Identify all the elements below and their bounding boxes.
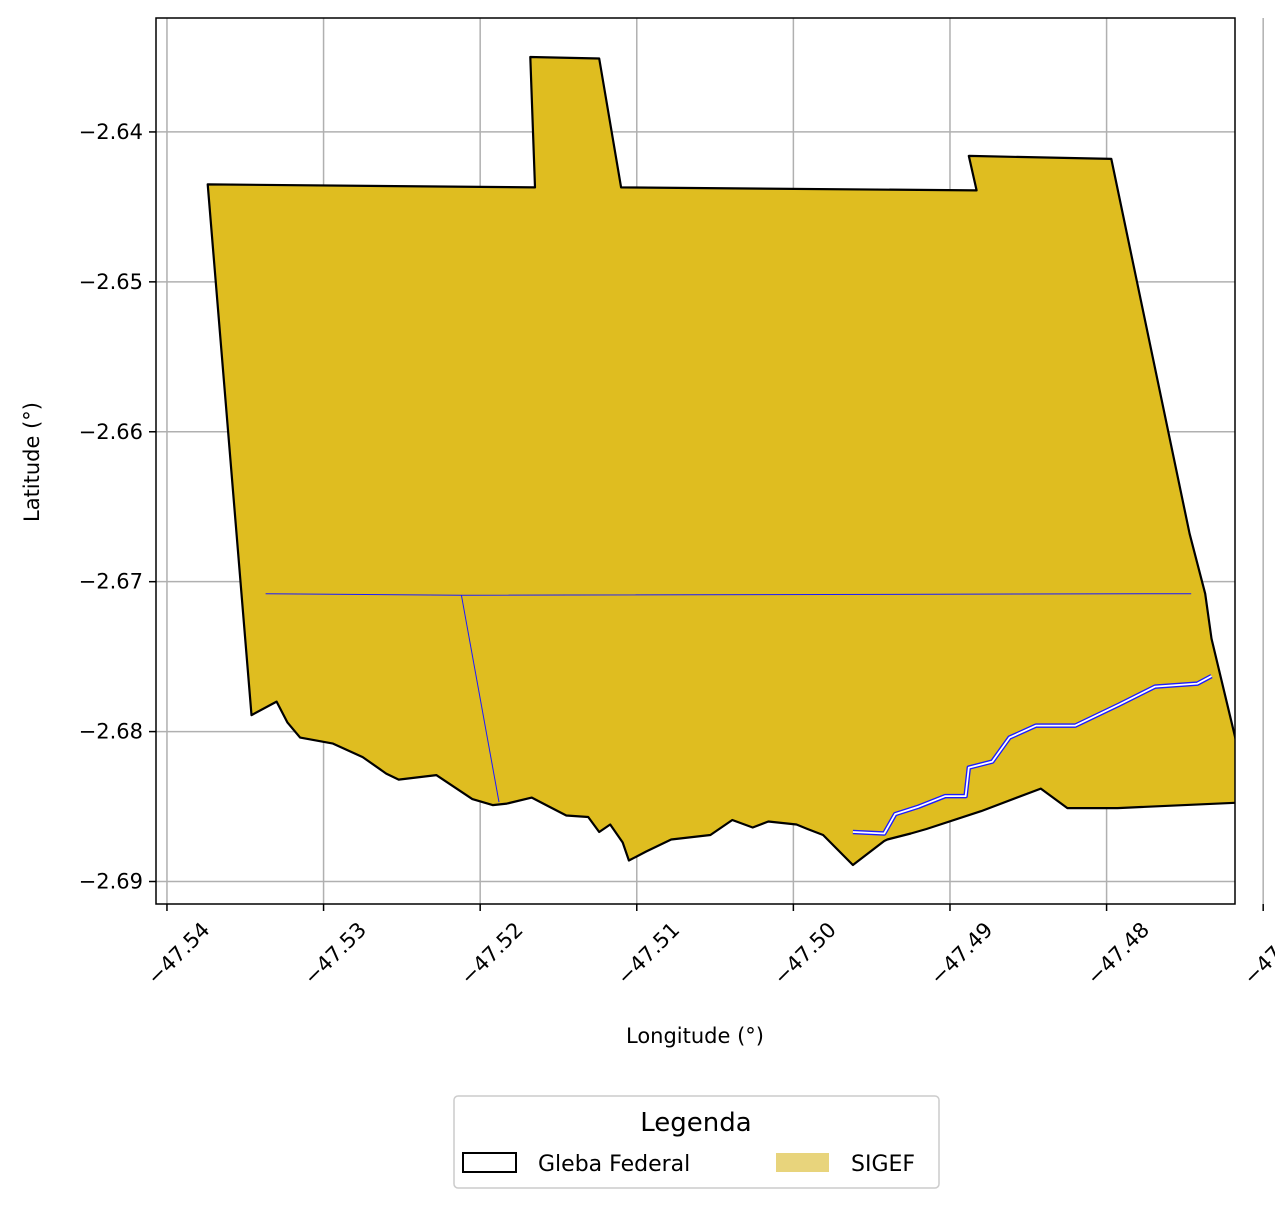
legend-patch-gleba xyxy=(462,1152,517,1173)
legend: Legenda Gleba Federal SIGEF xyxy=(453,1095,940,1189)
plot-frame xyxy=(155,17,1236,905)
y-tick-label: −2.65 xyxy=(79,270,143,294)
x-axis-title: Longitude (°) xyxy=(626,1024,764,1048)
legend-title: Legenda xyxy=(640,1108,751,1138)
y-axis-ticks: −2.64 −2.65 −2.66 −2.67 −2.68 −2.69 xyxy=(79,120,156,894)
legend-patch-sigef xyxy=(776,1153,829,1172)
y-tick-label: −2.64 xyxy=(79,120,143,144)
y-tick-label: −2.68 xyxy=(79,720,143,744)
y-tick-label: −2.69 xyxy=(79,870,143,894)
y-axis-title: Latitude (°) xyxy=(20,402,44,522)
plot-area: −47.54 −47.53 −47.52 −47.51 −47.50 −47.49 −47.… xyxy=(79,17,1275,989)
river-segment xyxy=(852,675,1212,835)
legend-label-gleba: Gleba Federal xyxy=(538,1152,690,1177)
sigef-polygon xyxy=(207,57,1235,865)
y-tick-label: −2.67 xyxy=(79,570,143,594)
sigef-west-line xyxy=(460,595,500,803)
y-tick-label: −2.66 xyxy=(79,420,143,444)
legend-label-sigef: SIGEF xyxy=(851,1152,915,1177)
gleba-federal-outline xyxy=(206,55,1235,867)
